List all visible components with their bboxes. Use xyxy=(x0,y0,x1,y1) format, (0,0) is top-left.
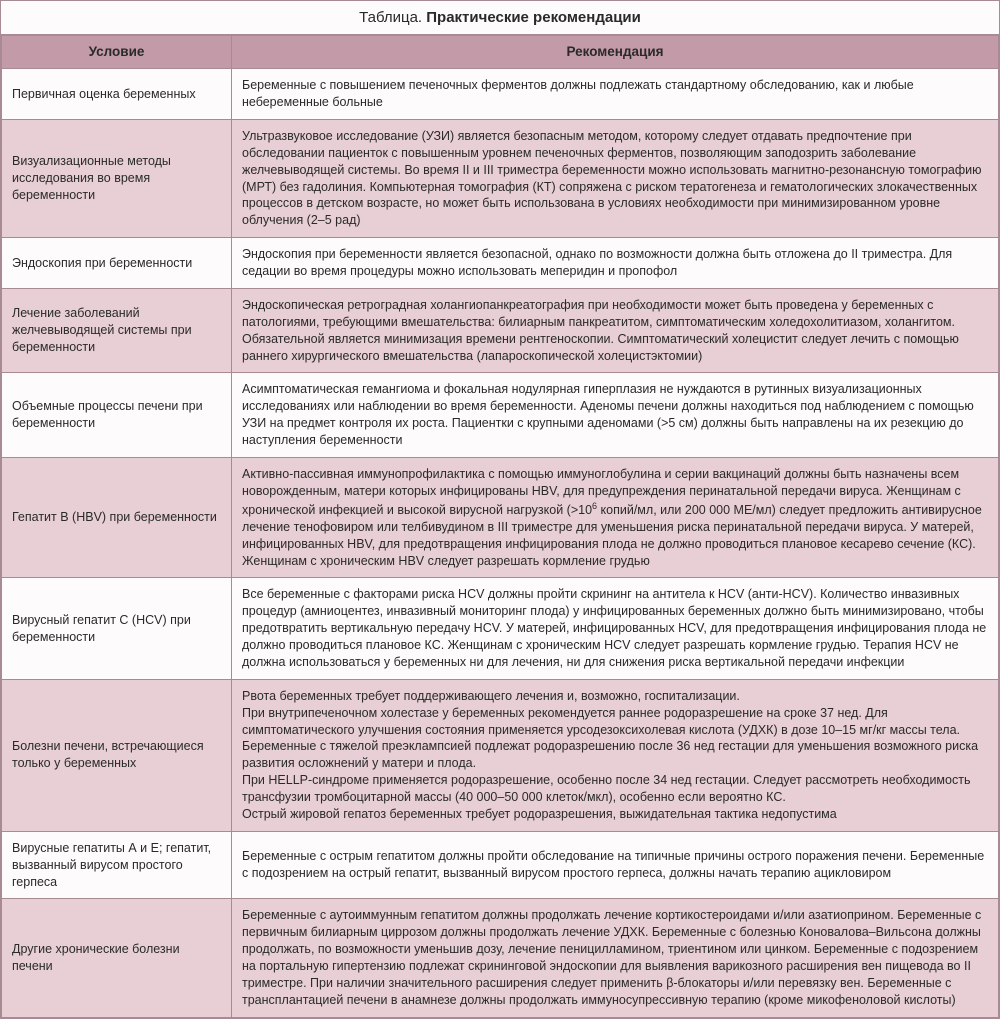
caption-prefix: Таблица. xyxy=(359,9,426,26)
cell-condition: Объемные процессы печени при беременност… xyxy=(2,373,232,458)
cell-recommendation: Беременные с повышением печеночных ферме… xyxy=(232,69,999,120)
cell-recommendation: Ультразвуковое исследование (УЗИ) являет… xyxy=(232,119,999,237)
cell-recommendation: Эндоскопия при беременности является без… xyxy=(232,238,999,289)
table-row: Первичная оценка беременныхБеременные с … xyxy=(2,69,999,120)
cell-recommendation: Беременные с аутоиммунным гепатитом долж… xyxy=(232,899,999,1017)
cell-condition: Первичная оценка беременных xyxy=(2,69,232,120)
cell-recommendation: Все беременные с факторами риска HCV дол… xyxy=(232,578,999,679)
table-row: Болезни печени, встречающиеся только у б… xyxy=(2,679,999,831)
table-row: Другие хронические болезни печениБеремен… xyxy=(2,899,999,1017)
cell-condition: Вирусный гепатит С (HCV) при беременност… xyxy=(2,578,232,679)
table-row: Вирусные гепатиты А и Е; гепатит, вызван… xyxy=(2,831,999,899)
cell-recommendation: Беременные с острым гепатитом должны про… xyxy=(232,831,999,899)
table-row: Вирусный гепатит С (HCV) при беременност… xyxy=(2,578,999,679)
cell-recommendation: Эндоскопическая ретроградная холангиопан… xyxy=(232,288,999,373)
cell-condition: Болезни печени, встречающиеся только у б… xyxy=(2,679,232,831)
cell-condition: Гепатит В (HBV) при беременности xyxy=(2,457,232,577)
cell-condition: Другие хронические болезни печени xyxy=(2,899,232,1017)
table-caption: Таблица. Практические рекомендации xyxy=(1,1,999,35)
recommendations-table: Условие Рекомендация Первичная оценка бе… xyxy=(1,35,999,1018)
table-container: Таблица. Практические рекомендации Услов… xyxy=(0,0,1000,1019)
cell-condition: Вирусные гепатиты А и Е; гепатит, вызван… xyxy=(2,831,232,899)
cell-recommendation: Асимптоматическая гемангиома и фокальная… xyxy=(232,373,999,458)
table-header-row: Условие Рекомендация xyxy=(2,36,999,69)
header-recommendation: Рекомендация xyxy=(232,36,999,69)
cell-recommendation: Рвота беременных требует поддерживающего… xyxy=(232,679,999,831)
cell-recommendation: Активно-пассивная иммунопрофилактика с п… xyxy=(232,457,999,577)
table-row: Эндоскопия при беременностиЭндоскопия пр… xyxy=(2,238,999,289)
cell-condition: Лечение заболеваний желчевыводящей систе… xyxy=(2,288,232,373)
cell-condition: Визуализационные методы исследования во … xyxy=(2,119,232,237)
table-row: Объемные процессы печени при беременност… xyxy=(2,373,999,458)
header-condition: Условие xyxy=(2,36,232,69)
table-row: Визуализационные методы исследования во … xyxy=(2,119,999,237)
table-row: Лечение заболеваний желчевыводящей систе… xyxy=(2,288,999,373)
caption-title: Практические рекомендации xyxy=(426,9,641,26)
table-row: Гепатит В (HBV) при беременностиАктивно-… xyxy=(2,457,999,577)
cell-condition: Эндоскопия при беременности xyxy=(2,238,232,289)
